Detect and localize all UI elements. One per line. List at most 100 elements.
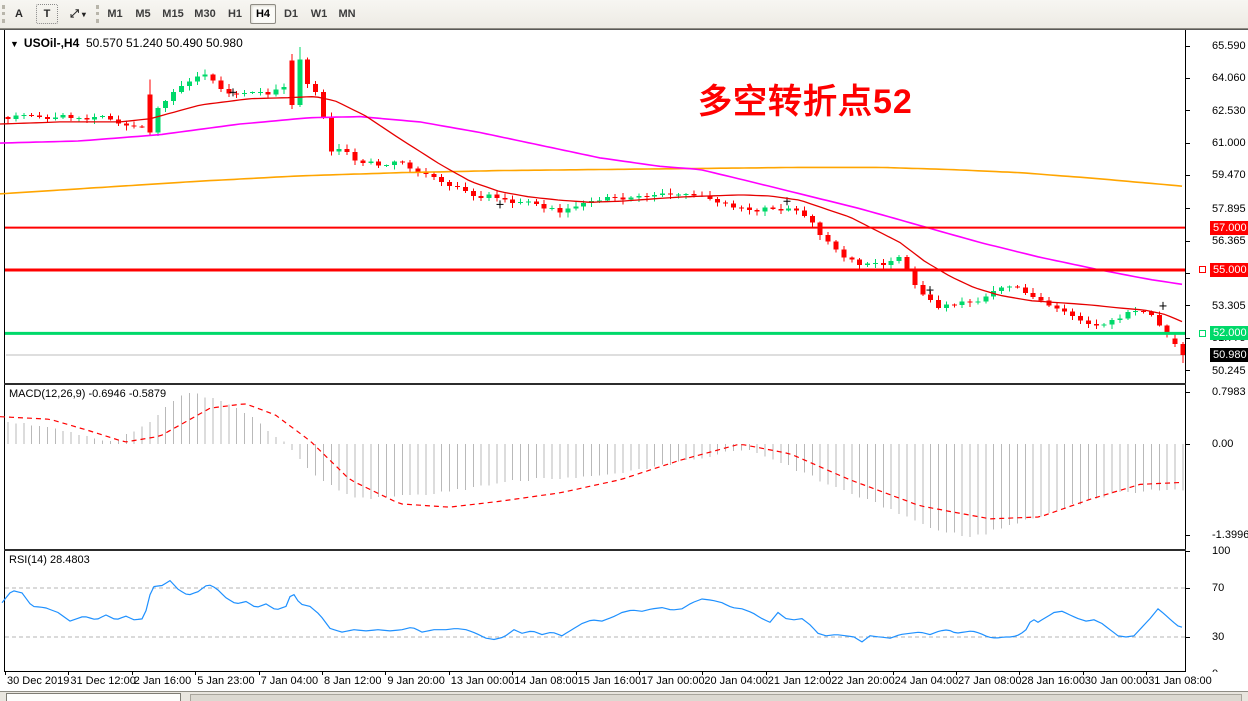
macd-tick-label: 0.00 (1212, 438, 1234, 450)
timeframe-button-m1[interactable]: M1 (107, 8, 123, 20)
timeframe-button-h1[interactable]: H1 (227, 8, 243, 20)
chart-symbol-label[interactable]: ▼ USOil-,H4 50.570 51.240 50.490 50.980 (10, 36, 243, 50)
ohlc-values: 50.570 51.240 50.490 50.980 (85, 36, 243, 50)
rsi-tick-label: 70 (1212, 582, 1225, 594)
rsi-line (1, 579, 1183, 643)
panel-splitter-macd[interactable] (4, 383, 1248, 385)
price-tick-label: 61.000 (1212, 137, 1246, 150)
macd-tick-label: 0.7983 (1212, 386, 1246, 399)
time-label: 8 Jan 12:00 (324, 675, 382, 687)
macd-signal-line (0, 403, 1183, 520)
time-tick-mark (702, 672, 704, 675)
time-tick-mark (68, 672, 70, 675)
time-tick-mark (385, 672, 387, 675)
ma-fast-red (0, 96, 1183, 323)
timeframe-button-m30[interactable]: M30 (194, 8, 216, 20)
price-tick-mark (1186, 370, 1190, 372)
price-tick-label: 53.305 (1212, 299, 1246, 312)
line-handle-marker[interactable] (1199, 266, 1206, 274)
toolbar: A T ⤢ ▾ M1 M5 M15 M30 H1 H4 D1 W1 MN (0, 0, 1248, 29)
time-tick-mark (639, 672, 640, 675)
macd-tick-label: -1.3996 (1212, 529, 1248, 542)
rsi-tick-mark (1186, 550, 1190, 552)
time-tick-mark (956, 672, 957, 675)
price-tick-mark (1186, 110, 1190, 112)
ma-mid-magenta (0, 115, 1183, 286)
time-label: 7 Jan 04:00 (260, 675, 319, 687)
symbol-period: USOil-,H4 (23, 36, 80, 50)
time-tick-mark (258, 672, 260, 675)
letter-a-icon: A (15, 8, 23, 20)
rsi-indicator-panel[interactable] (0, 551, 1185, 672)
time-label: 9 Jan 20:00 (387, 675, 445, 687)
timeframe-button-m15[interactable]: M15 (162, 8, 184, 20)
candles (5, 46, 1185, 364)
chart-tab[interactable] (6, 693, 181, 701)
price-tick-mark (1186, 337, 1190, 339)
chevron-down-icon: ▾ (81, 9, 86, 19)
price-tick-mark (1186, 142, 1190, 144)
time-label: 31 Dec 12:00 (70, 675, 136, 687)
symbol-dropdown-icon[interactable]: ▼ (10, 39, 19, 49)
panel-splitter-rsi[interactable] (4, 549, 1248, 551)
price-tick-mark (1186, 272, 1190, 274)
price-badge-55.000: 55.000 (1210, 262, 1248, 277)
macd-label: MACD(12,26,9) -0.6946 -0.5879 (9, 388, 167, 400)
price-badge-52.000: 52.000 (1210, 326, 1248, 341)
time-tick-mark (131, 672, 133, 675)
rsi-tick-label: 30 (1212, 631, 1225, 643)
arrow-style-tool-button[interactable]: A (8, 4, 30, 24)
arrows-object-tool-button[interactable]: ⤢ ▾ (62, 4, 94, 24)
price-tick-mark (1186, 305, 1190, 307)
rsi-tick-label: 100 (1212, 545, 1231, 558)
chart-tabs-strip (0, 691, 1248, 701)
rsi-tick-mark (1186, 587, 1190, 589)
price-badge-50.980: 50.980 (1210, 348, 1248, 362)
macd-tick-mark (1186, 443, 1190, 445)
price-tick-label: 59.470 (1212, 169, 1246, 182)
rsi-label: RSI(14) 28.4803 (9, 554, 90, 566)
chart-tab[interactable] (190, 694, 1242, 701)
timeframe-button-d1[interactable]: D1 (283, 8, 299, 20)
macd-tick-mark (1186, 391, 1190, 393)
timeframe-button-w1[interactable]: W1 (310, 8, 328, 20)
time-tick-mark (448, 672, 450, 675)
price-tick-mark (1186, 208, 1190, 210)
chart-text-annotation[interactable]: 多空转折点52 (698, 83, 913, 121)
price-badge-57.000: 57.000 (1210, 220, 1248, 235)
time-tick-mark (575, 672, 577, 675)
ma-slow-orange (0, 166, 1183, 195)
time-tick-mark (512, 672, 514, 675)
price-tick-label: 62.530 (1212, 104, 1246, 117)
chart-left-border (4, 30, 5, 672)
main-price-chart[interactable] (0, 30, 1185, 383)
price-axis[interactable]: 65.590 64.060 62.530 61.000 59.470 57.895 56.3… (1186, 30, 1248, 680)
toolbar-grip[interactable] (96, 5, 102, 23)
time-label: 14 Jan 08:00 (514, 675, 578, 687)
time-label: 22 Jan 20:00 (831, 675, 895, 687)
time-tick-mark (829, 672, 831, 675)
time-label: 28 Jan 16:00 (1021, 675, 1086, 687)
time-axis[interactable]: 30 Dec 2019 31 Dec 12:00 2 Jan 16:00 5 Jan … (0, 672, 1248, 691)
time-label: 30 Jan 00:00 (1084, 675, 1149, 687)
text-label-tool-button[interactable]: T (36, 4, 58, 24)
rsi-tick-mark (1186, 636, 1190, 638)
price-tick-mark (1186, 77, 1190, 79)
price-tick-label: 64.060 (1212, 72, 1246, 85)
time-tick-mark (5, 672, 6, 675)
price-tick-label: 57.895 (1212, 202, 1246, 215)
macd-indicator-panel[interactable] (0, 385, 1185, 549)
macd-tick-mark (1186, 534, 1190, 536)
price-tick-mark (1186, 174, 1190, 176)
timeframe-button-h4[interactable]: H4 (250, 4, 276, 24)
time-label: 30 Dec 2019 (7, 675, 70, 687)
timeframe-button-mn[interactable]: MN (338, 8, 356, 20)
timeframe-button-m5[interactable]: M5 (135, 8, 151, 20)
time-label: 31 Jan 08:00 (1148, 675, 1212, 687)
toolbar-grip[interactable] (2, 5, 8, 23)
line-handle-marker[interactable] (1199, 329, 1206, 337)
time-label: 24 Jan 04:00 (894, 675, 959, 687)
arrows-icon: ⤢ (70, 7, 79, 20)
time-label: 13 Jan 00:00 (450, 675, 515, 687)
